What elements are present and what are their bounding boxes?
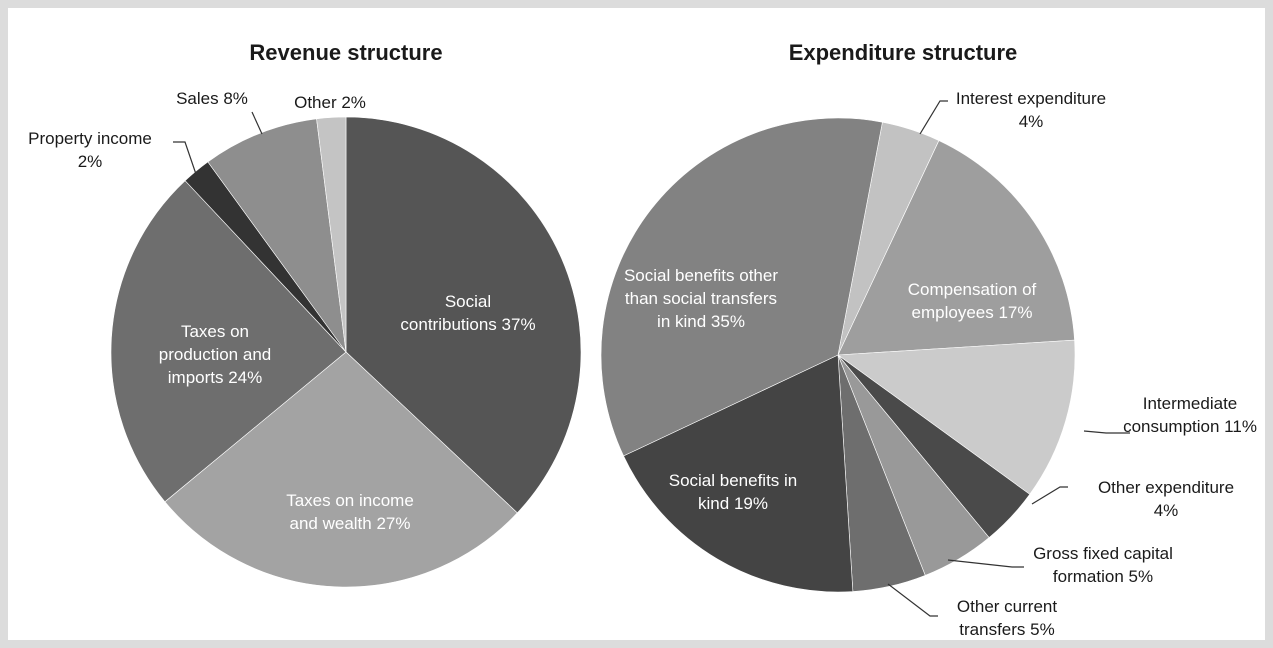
data-label-taxes-on-production-and-imports: Taxes on production and imports 24% bbox=[159, 322, 271, 387]
data-label-intermediate-consumption: Intermediate consumption 11% bbox=[1123, 394, 1257, 436]
data-label-social-contributions: Social contributions 37% bbox=[400, 292, 535, 334]
pie-slice-other bbox=[316, 116, 347, 353]
pie-slice-intermediate-consumption bbox=[837, 339, 1076, 495]
pie-slice-social-benefits-other-than-social-transfers-in-kind bbox=[600, 117, 883, 457]
data-label-taxes-on-income-and-wealth: Taxes on income and wealth 27% bbox=[286, 491, 414, 533]
leader-line-other-expenditure bbox=[1031, 486, 1068, 505]
leader-line-intermediate-consumption bbox=[1083, 430, 1130, 434]
leader-line-sales bbox=[251, 111, 263, 135]
leader-line-interest-expenditure bbox=[919, 100, 948, 135]
pie-slice-compensation-of-employees bbox=[837, 140, 1075, 356]
data-label-social-benefits-in-kind: Social benefits in kind 19% bbox=[669, 471, 798, 513]
chart-title: Expenditure structure bbox=[789, 40, 1018, 65]
pie-charts: Revenue structure Social contributions 37%… bbox=[28, 40, 1257, 639]
data-label-other-current-transfers: Other current transfers 5% bbox=[957, 597, 1057, 639]
data-label-gross-fixed-capital-formation: Gross fixed capital formation 5% bbox=[1033, 544, 1173, 586]
pie-slice-social-benefits-in-kind bbox=[623, 354, 854, 593]
chart-frame: Revenue structure Social contributions 37%… bbox=[8, 8, 1265, 640]
data-label-interest-expenditure: Interest expenditure 4% bbox=[956, 89, 1106, 131]
pie-chart-revenue-structure: Revenue structure Social contributions 37%… bbox=[28, 40, 582, 588]
leader-line-property-income bbox=[173, 141, 199, 181]
pie-slice-sales bbox=[207, 118, 347, 353]
pie-slice-taxes-on-income-and-wealth bbox=[164, 351, 518, 588]
leader-line-other-current-transfers bbox=[887, 583, 938, 617]
data-label-social-benefits-other-than-social-transfers-in-kind: Social benefits other than social transfe… bbox=[624, 266, 778, 331]
data-label-other-expenditure: Other expenditure 4% bbox=[1098, 478, 1234, 520]
leader-line-gross-fixed-capital-formation bbox=[947, 559, 1024, 568]
pie-chart-expenditure-structure: Expenditure structure Interest expenditur… bbox=[600, 40, 1257, 639]
pie-slice-social-contributions bbox=[345, 116, 582, 514]
pie-slice-taxes-on-production-and-imports bbox=[110, 180, 347, 503]
data-label-other: Other 2% bbox=[294, 93, 366, 112]
data-label-property-income: Property income 2% bbox=[28, 129, 152, 171]
data-label-compensation-of-employees: Compensation of employees 17% bbox=[908, 280, 1037, 322]
data-label-sales: Sales 8% bbox=[176, 89, 248, 108]
chart-title: Revenue structure bbox=[249, 40, 442, 65]
